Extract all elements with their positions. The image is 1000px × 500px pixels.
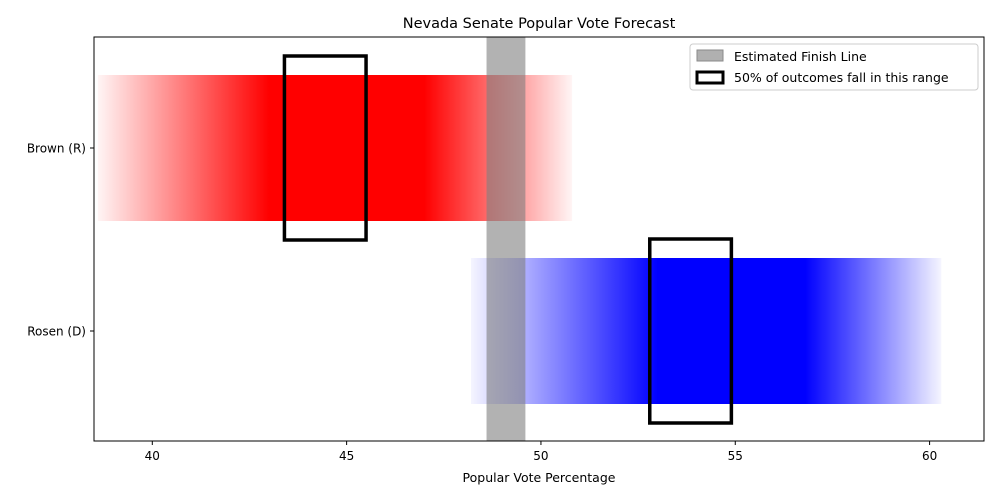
legend-frame [689, 43, 979, 91]
legend-interquartile-swatch [695, 70, 725, 85]
x-tick-label: 55 [728, 449, 743, 463]
forecast-band-rosen [470, 258, 942, 404]
finish-line-span [486, 37, 526, 441]
y-tick-label: Brown (R) [27, 142, 86, 156]
interquartile-box-rosen [648, 237, 734, 425]
x-tick-label: 40 [145, 449, 160, 463]
x-axis-label: Popular Vote Percentage [463, 470, 616, 485]
x-tick-label: 50 [533, 449, 548, 463]
plot-frame [93, 36, 985, 442]
legend-finish-line-label: Estimated Finish Line [734, 49, 867, 64]
legend: Estimated Finish Line 50% of outcomes fal… [689, 43, 979, 91]
y-tick-label: Rosen (D) [27, 325, 86, 339]
legend-finish-line-swatch [696, 49, 724, 62]
chart-title: Nevada Senate Popular Vote Forecast [403, 16, 676, 32]
legend-interquartile-label: 50% of outcomes fall in this range [734, 70, 949, 85]
x-tick-label: 60 [922, 449, 937, 463]
interquartile-box-brown [282, 54, 368, 242]
x-tick-label: 45 [339, 449, 354, 463]
